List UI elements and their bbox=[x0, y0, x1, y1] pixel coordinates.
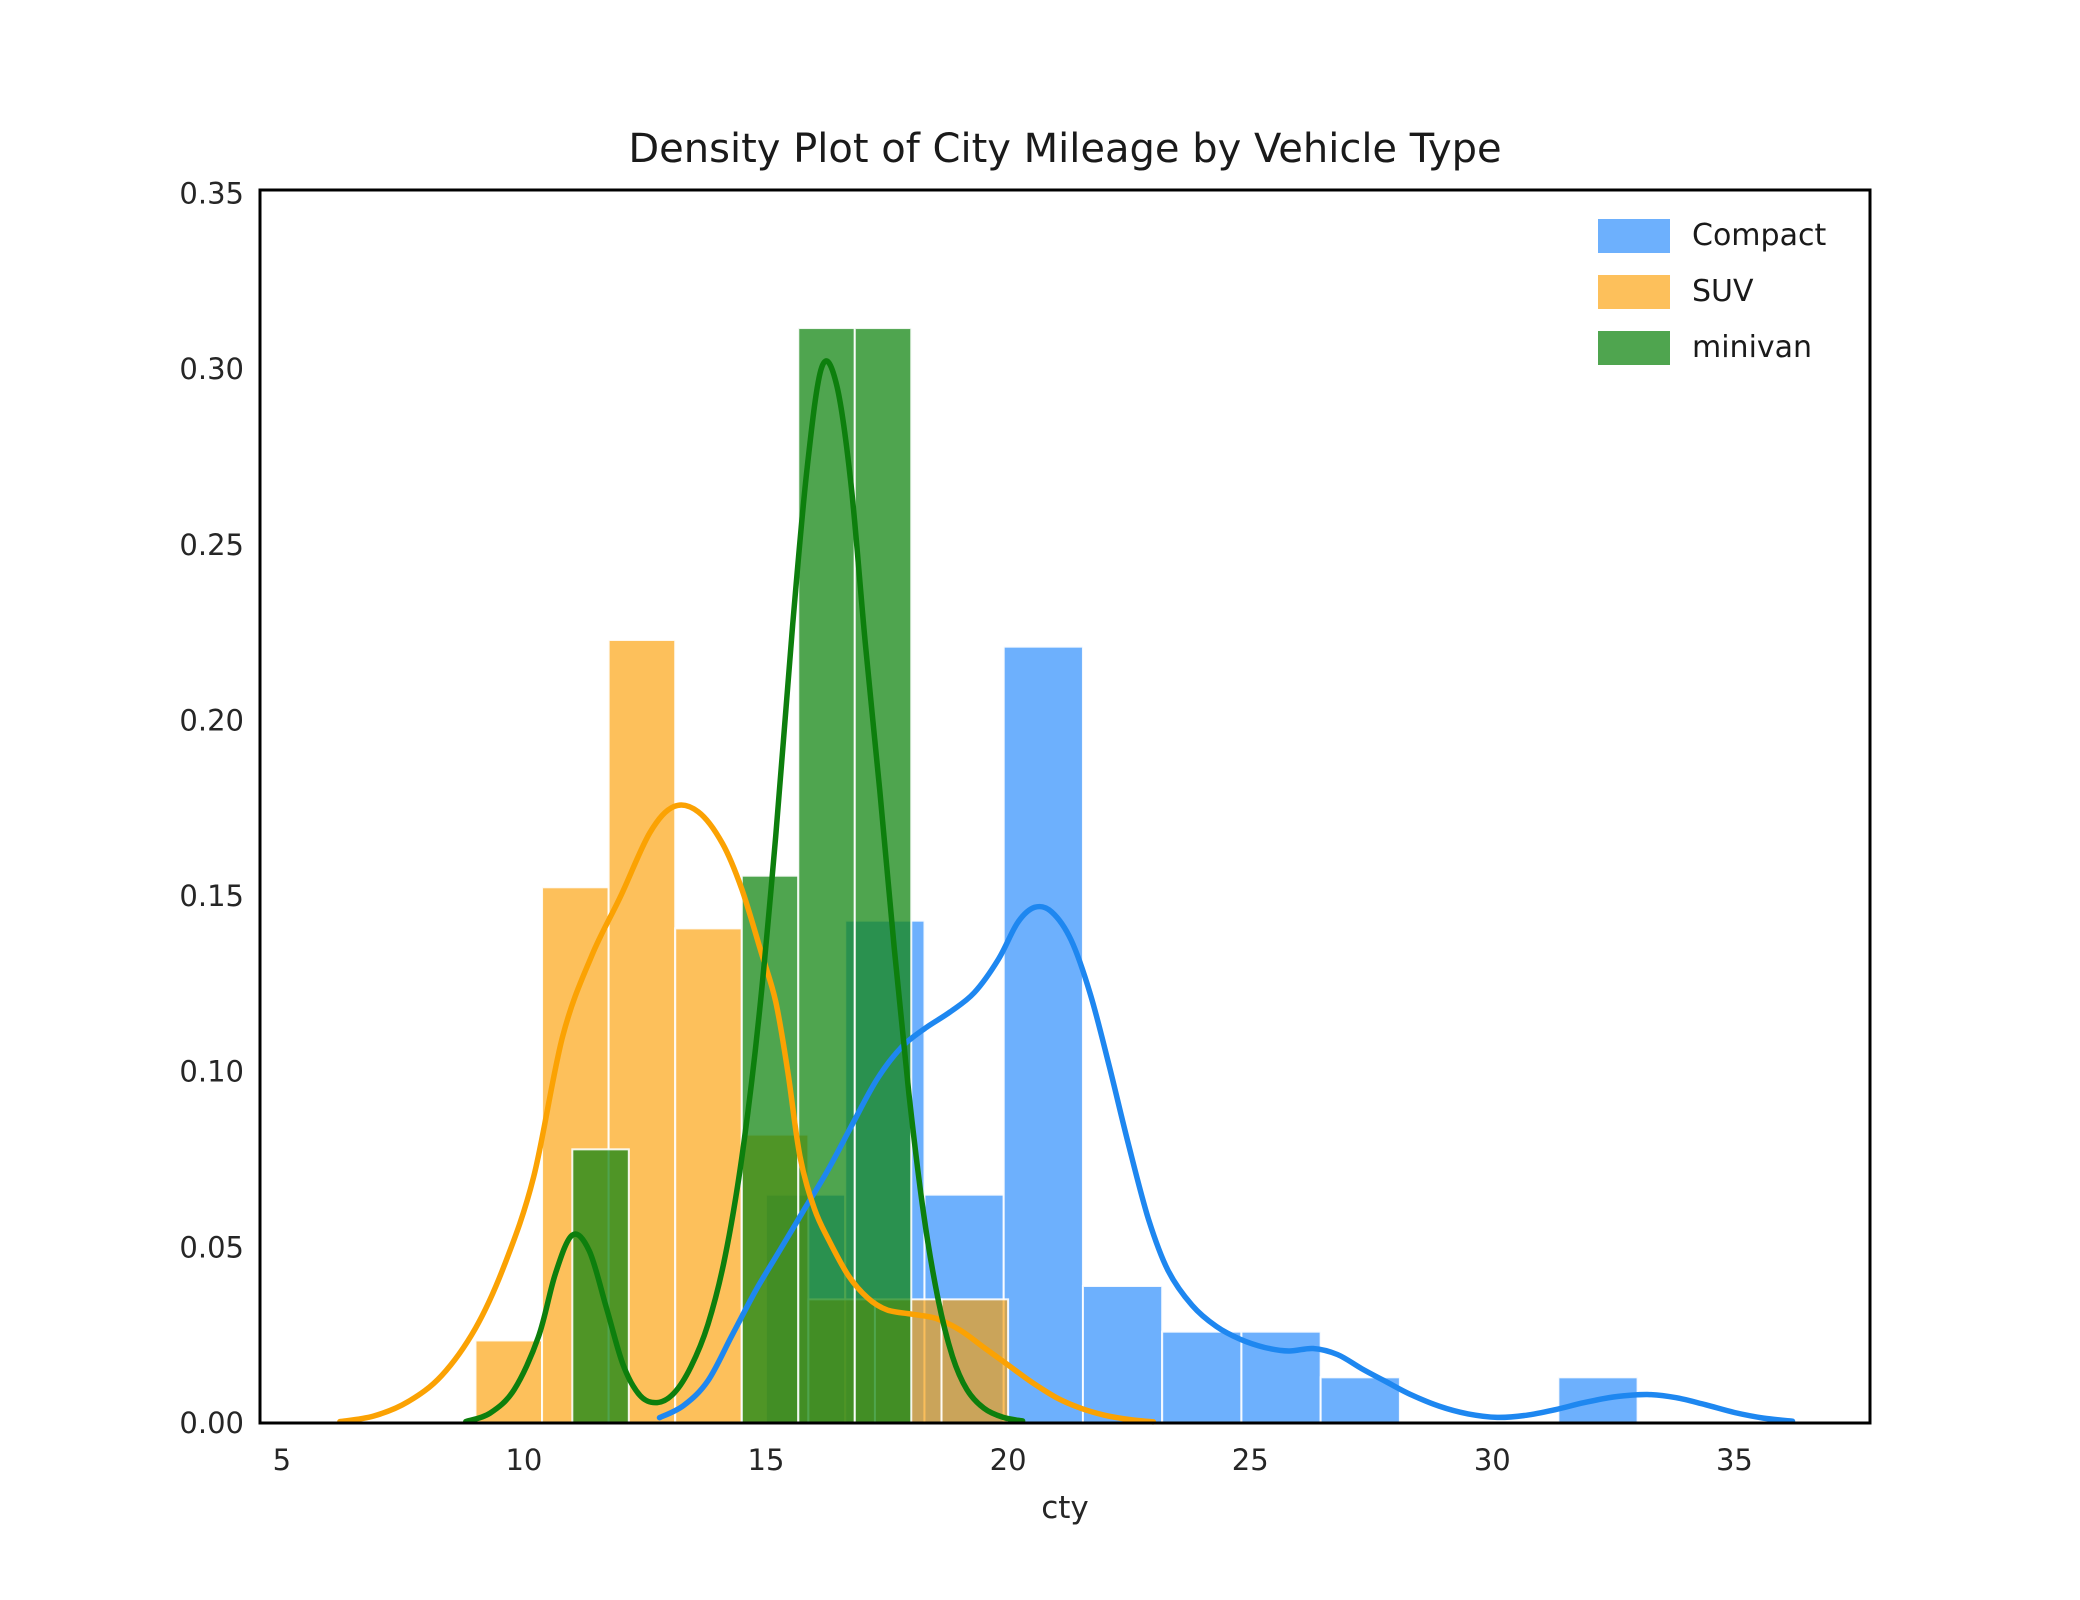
legend-item-minivan: minivan bbox=[1598, 330, 1826, 365]
legend-item-compact: Compact bbox=[1598, 218, 1826, 253]
legend: Compact SUV minivan bbox=[1598, 218, 1826, 386]
histogram-bar-suv bbox=[674, 927, 743, 1425]
histogram-bar-minivan bbox=[740, 874, 800, 1424]
y-tick-label: 0.00 bbox=[179, 1406, 244, 1440]
y-tick-label: 0.15 bbox=[179, 879, 244, 913]
y-tick-label: 0.25 bbox=[179, 528, 244, 562]
legend-label-minivan: minivan bbox=[1692, 330, 1813, 365]
x-tick-label: 15 bbox=[748, 1443, 785, 1477]
y-tick-label: 0.20 bbox=[179, 703, 244, 737]
histogram-bar-compact bbox=[1002, 645, 1084, 1424]
legend-swatch-suv bbox=[1598, 274, 1670, 309]
x-tick-label: 25 bbox=[1232, 1443, 1269, 1477]
x-tick-label: 5 bbox=[273, 1443, 291, 1477]
legend-label-compact: Compact bbox=[1692, 218, 1827, 253]
y-tick-label: 0.10 bbox=[179, 1055, 244, 1089]
y-tick-label: 0.30 bbox=[179, 352, 244, 386]
y-tick-label: 0.35 bbox=[179, 177, 244, 211]
legend-label-suv: SUV bbox=[1692, 274, 1754, 309]
kde-line-compact bbox=[656, 903, 1796, 1424]
plot-frame bbox=[258, 188, 1872, 1425]
x-tick-label: 35 bbox=[1716, 1443, 1753, 1477]
kde-line-suv bbox=[337, 802, 1157, 1425]
legend-swatch-compact bbox=[1598, 218, 1670, 253]
x-tick-label: 30 bbox=[1474, 1443, 1511, 1477]
legend-item-suv: SUV bbox=[1598, 274, 1826, 309]
y-tick-label: 0.05 bbox=[179, 1230, 244, 1264]
x-axis-label: cty bbox=[1041, 1490, 1089, 1526]
x-tick-label: 20 bbox=[990, 1443, 1027, 1477]
histogram-bar-compact bbox=[1081, 1285, 1164, 1424]
kde-line-minivan bbox=[463, 358, 1026, 1425]
histogram-bar-suv bbox=[474, 1339, 544, 1425]
histogram-bar-minivan bbox=[853, 327, 913, 1424]
x-tick-label: 10 bbox=[505, 1443, 542, 1477]
legend-swatch-minivan bbox=[1598, 330, 1670, 365]
chart-title: Density Plot of City Mileage by Vehicle … bbox=[628, 126, 1502, 172]
histogram-bar-compact bbox=[1161, 1330, 1243, 1424]
